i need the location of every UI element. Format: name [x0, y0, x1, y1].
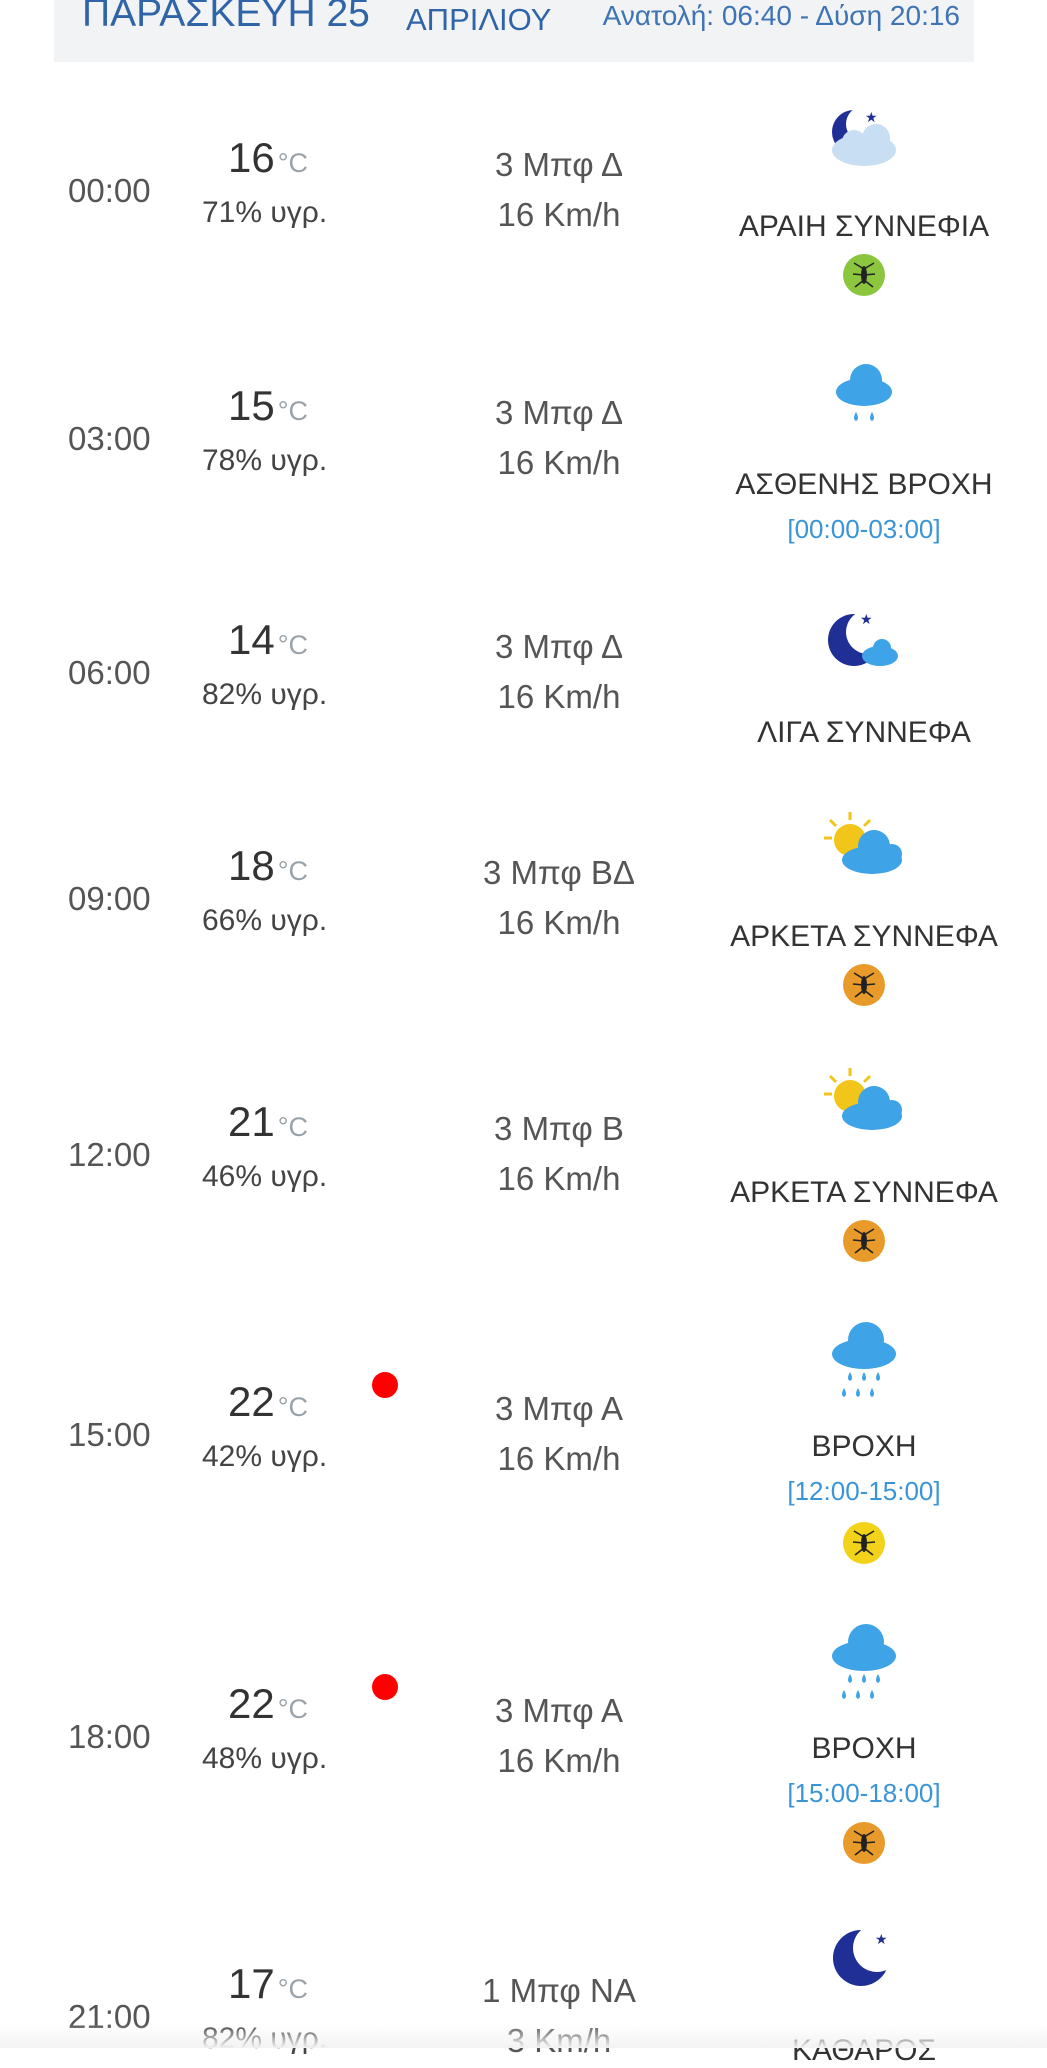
mosquito-icon — [843, 964, 885, 1006]
row-wind: 3 Μπφ Δ 16 Km/h — [494, 628, 624, 715]
row-time: 06:00 — [68, 654, 151, 691]
sun-cloud-icon — [822, 1064, 906, 1141]
rain-period: [00:00-03:00] — [787, 514, 941, 544]
mosquito-icon — [843, 254, 885, 296]
alert-dot — [372, 1674, 398, 1700]
row-humidity: 66% υγρ. — [202, 904, 328, 937]
row-temp: 22 °C — [228, 1680, 309, 1727]
condition-label: ΒΡΟΧΗ — [811, 1732, 917, 1765]
forecast-row: 18:00 22 °C 48% υγρ. 3 Μπφ Α 16 Km/h ΒΡΟΧΗ… — [54, 1586, 974, 1887]
condition-label: ΒΡΟΧΗ — [811, 1430, 917, 1463]
svg-text:★: ★ — [875, 1931, 888, 1947]
row-temp: 17 °C — [228, 1960, 309, 2007]
light-rain-icon — [832, 360, 896, 435]
row-time: 03:00 — [68, 420, 151, 457]
row-humidity: 71% υγρ. — [202, 196, 328, 229]
condition-label: ΑΡΑΙΗ ΣΥΝΝΕΦΙΑ — [738, 210, 990, 243]
row-humidity: 48% υγρ. — [202, 1742, 328, 1775]
row-temp: 16 °C — [228, 134, 309, 181]
row-time: 00:00 — [68, 172, 151, 209]
sun-cloud-icon — [822, 808, 906, 885]
bottom-edge — [0, 2024, 1047, 2048]
day-title: ΠΑΡΑΣΚΕΥΗ 25 — [82, 0, 370, 35]
night-clear-icon: ★ — [829, 1922, 901, 1997]
row-time: 15:00 — [68, 1416, 151, 1453]
row-temp: 22 °C — [228, 1378, 309, 1425]
row-temp: 21 °C — [228, 1098, 309, 1145]
month-label: ΑΠΡΙΛΙΟΥ — [406, 2, 552, 37]
svg-text:★: ★ — [860, 611, 873, 627]
row-humidity: 42% υγρ. — [202, 1440, 328, 1473]
row-humidity: 46% υγρ. — [202, 1160, 328, 1193]
condition-label: ΑΡΚΕΤΑ ΣΥΝΝΕΦΑ — [730, 1176, 998, 1209]
night-few-clouds-icon: ★ — [826, 606, 902, 681]
rain-icon — [828, 1320, 900, 1409]
condition-label: ΑΡΚΕΤΑ ΣΥΝΝΕΦΑ — [730, 920, 998, 953]
row-humidity: 78% υγρ. — [202, 444, 328, 477]
row-wind: 3 Μπφ ΒΔ 16 Km/h — [483, 854, 635, 941]
forecast-row: 03:00 15 °C 78% υγρ. 3 Μπφ Δ 16 Km/h ΑΣΘΕΝ… — [54, 318, 993, 569]
rain-period: [12:00-15:00] — [787, 1476, 941, 1506]
row-wind: 3 Μπφ Δ 16 Km/h — [494, 394, 624, 481]
row-temp: 18 °C — [228, 842, 309, 889]
rain-icon — [828, 1622, 900, 1711]
forecast-row: 15:00 22 °C 42% υγρ. 3 Μπφ Α 16 Km/h ΒΡΟΧΗ… — [54, 1284, 974, 1587]
condition-label: ΑΣΘΕΝΗΣ ΒΡΟΧΗ — [735, 468, 993, 501]
mosquito-icon — [843, 1220, 885, 1262]
row-time: 09:00 — [68, 880, 151, 917]
sunrise-sunset: Ανατολή: 06:40 - Δύση 20:16 — [602, 0, 960, 31]
row-temp: 14 °C — [228, 616, 309, 663]
row-temp: 15 °C — [228, 382, 309, 429]
row-wind: 3 Μπφ Α 16 Km/h — [494, 1692, 624, 1779]
row-wind: 3 Μπφ Α 16 Km/h — [494, 1390, 624, 1477]
row-humidity: 82% υγρ. — [202, 678, 328, 711]
row-wind: 3 Μπφ Δ 16 Km/h — [494, 146, 624, 233]
forecast-row: 12:00 21 °C 46% υγρ. 3 Μπφ Β 16 Km/h ΑΡΚΕΤ… — [54, 1028, 998, 1285]
day-header: ΠΑΡΑΣΚΕΥΗ 25 ΑΠΡΙΛΙΟΥ Ανατολή: 06:40 - Δ… — [54, 0, 974, 63]
svg-text:★: ★ — [865, 109, 878, 125]
forecast-row: 00:00 16 °C 71% υγρ. 3 Μπφ Δ 16 Km/h ★ ΑΡΑ… — [54, 62, 989, 319]
condition-label: ΛΙΓΑ ΣΥΝΝΕΦΑ — [757, 716, 971, 749]
night-cloudy-icon: ★ — [824, 100, 904, 175]
alert-dot — [372, 1372, 398, 1398]
forecast-row: 09:00 18 °C 66% υγρ. 3 Μπφ ΒΔ 16 Km/h ΑΡΚΕ… — [54, 772, 998, 1029]
mosquito-icon — [843, 1522, 885, 1564]
row-time: 12:00 — [68, 1136, 151, 1173]
row-time: 18:00 — [68, 1718, 151, 1755]
row-wind: 3 Μπφ Β 16 Km/h — [494, 1110, 624, 1197]
mosquito-icon — [843, 1822, 885, 1864]
rain-period: [15:00-18:00] — [787, 1778, 941, 1808]
forecast-row: 06:00 14 °C 82% υγρ. 3 Μπφ Δ 16 Km/h ★ ΛΙΓ… — [54, 568, 974, 773]
